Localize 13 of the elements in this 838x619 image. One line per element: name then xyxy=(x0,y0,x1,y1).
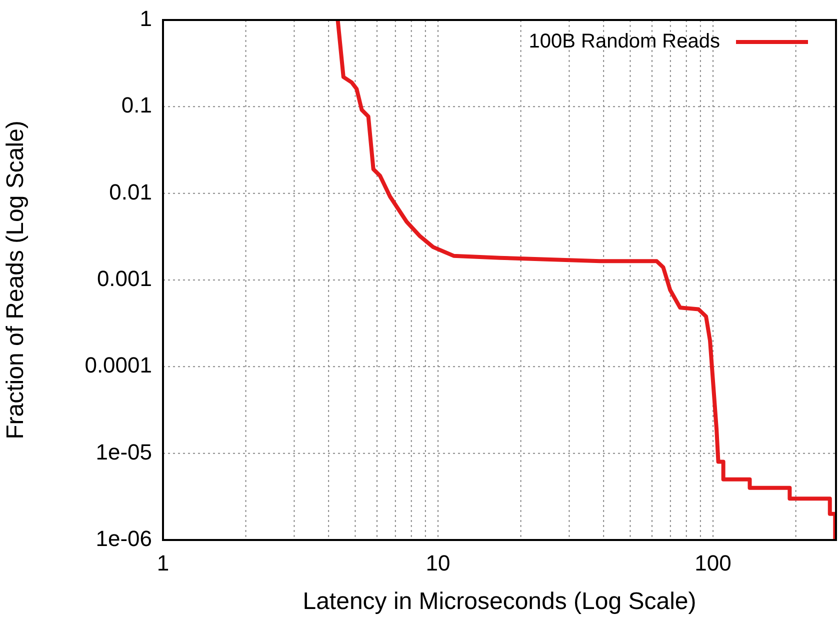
x-axis-title: Latency in Microseconds (Log Scale) xyxy=(302,588,696,616)
y-tick-label: 1e-05 xyxy=(96,439,152,464)
y-tick-label: 0.01 xyxy=(109,179,152,204)
y-tick-label: 0.0001 xyxy=(84,352,152,378)
y-tick-label: 1e-06 xyxy=(96,526,152,552)
y-tick-label: 0.001 xyxy=(96,266,152,292)
y-tick-label: 1 xyxy=(140,6,152,32)
x-tick-label: 10 xyxy=(426,550,450,576)
y-tick-label: 0.1 xyxy=(121,92,152,118)
legend-label: 100B Random Reads xyxy=(528,30,720,53)
x-tick-label: 1 xyxy=(156,550,170,576)
y-axis-title: Fraction of Reads (Log Scale) xyxy=(2,120,30,440)
x-tick-label: 100 xyxy=(694,550,732,576)
